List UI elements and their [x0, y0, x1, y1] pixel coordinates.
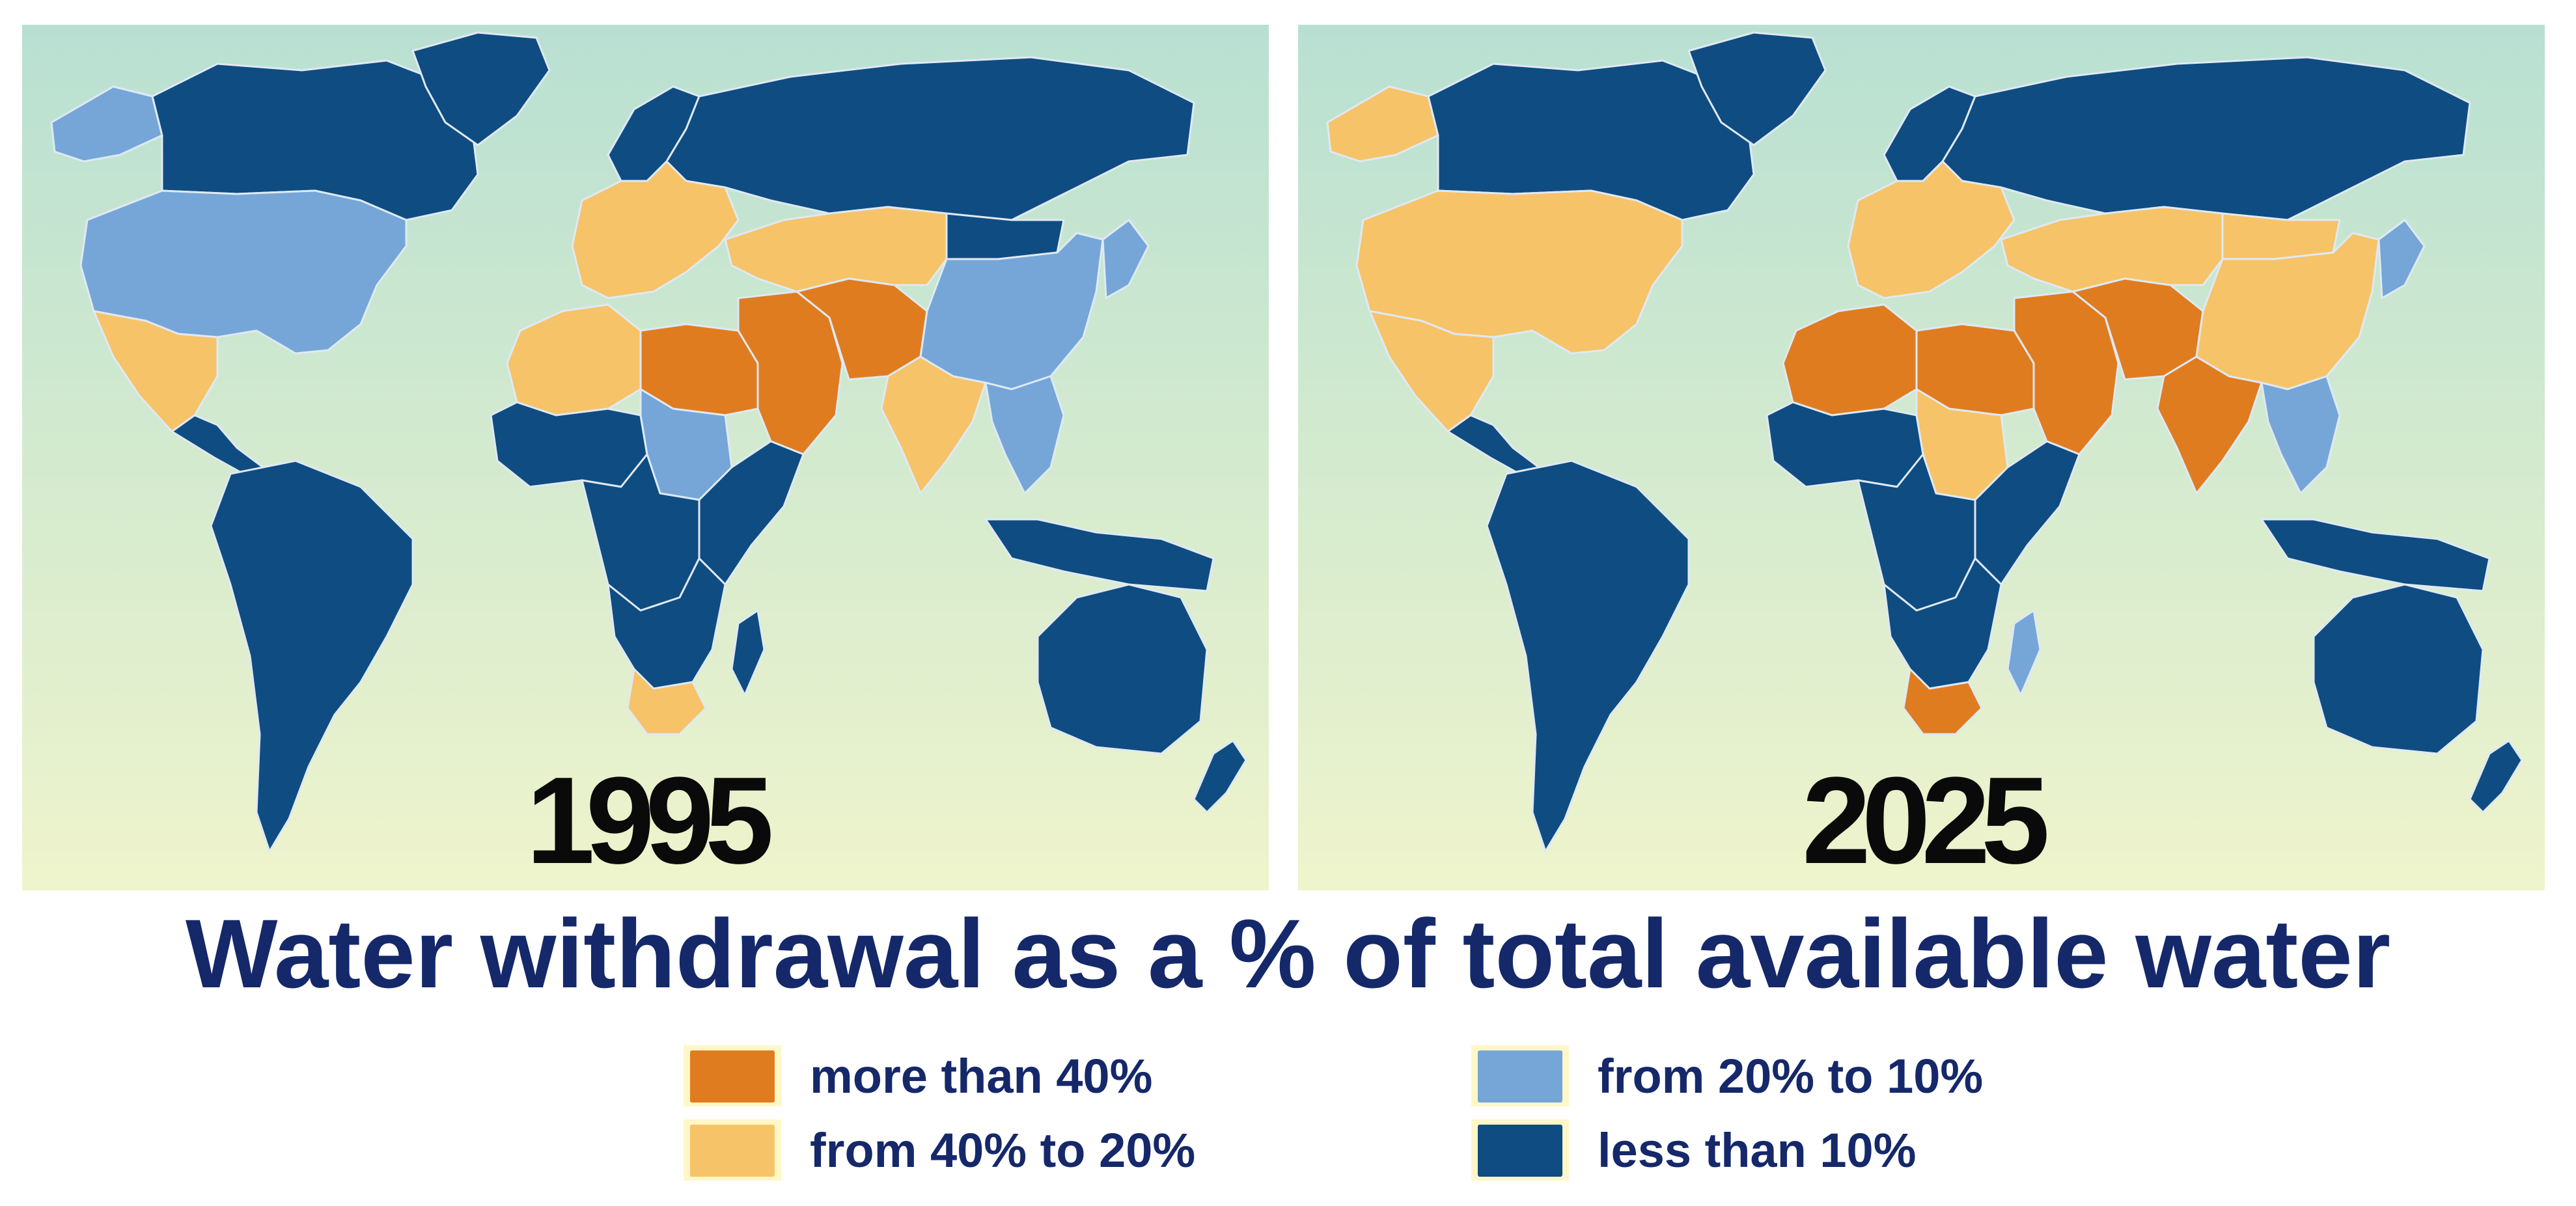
region-china [2195, 232, 2380, 391]
region-alaska [50, 85, 163, 163]
region-madagascar [730, 609, 766, 696]
region-central-america [171, 414, 264, 475]
region-korea-japan [2377, 219, 2426, 299]
legend-swatch [1471, 1045, 1569, 1106]
region-south-africa [626, 668, 707, 735]
region-australia [2312, 583, 2484, 755]
region-new-zealand [1193, 739, 1247, 814]
legend-item-less-than-10: less than 10% [1471, 1114, 1916, 1186]
region-greenland [1687, 31, 1827, 146]
region-south-america [1486, 459, 1690, 853]
legend-label: from 40% to 20% [810, 1123, 1196, 1177]
legend-label: from 20% to 10% [1598, 1048, 1984, 1103]
region-korea-japan [1101, 219, 1150, 299]
chart-title: Water withdrawal as a % of total availab… [185, 899, 2391, 1008]
world-map [22, 25, 1269, 890]
region-southern-africa [607, 557, 727, 690]
region-australia [1036, 583, 1208, 755]
region-central-america [1447, 414, 1540, 475]
region-central-asia [724, 206, 948, 293]
legend-swatch [684, 1119, 781, 1181]
legend-swatch [1471, 1119, 1569, 1181]
region-europe [1847, 160, 2015, 299]
region-south-africa [1902, 668, 1983, 735]
region-mongolia [945, 212, 1065, 260]
region-greenland [411, 31, 551, 146]
legend-label: less than 10% [1598, 1123, 1917, 1177]
region-west-africa [490, 401, 648, 488]
region-southeast-asia [2260, 375, 2341, 495]
map-year-label: 2025 [1802, 752, 2050, 890]
region-south-america [210, 459, 414, 853]
region-indonesia [984, 518, 1215, 592]
region-north-africa-west [1782, 303, 1918, 417]
legend-item-from-20-to-10: from 20% to 10% [1471, 1040, 1983, 1112]
region-mexico [92, 310, 219, 433]
map-2025: 2025 [1298, 25, 2545, 890]
region-china [919, 232, 1104, 391]
map-1995: 1995 [22, 25, 1269, 890]
region-west-africa [1766, 401, 1924, 488]
region-mexico [1368, 310, 1495, 433]
region-mongolia [2221, 212, 2341, 260]
legend-item-more-than-40: more than 40% [684, 1040, 1152, 1112]
region-southern-africa [1883, 557, 2002, 690]
legend-item-from-40-to-20: from 40% to 20% [684, 1114, 1195, 1186]
world-map [1298, 25, 2545, 890]
region-europe [571, 160, 740, 299]
region-southeast-asia [984, 375, 1065, 495]
region-north-africa-west [506, 303, 642, 417]
region-alaska [1326, 85, 1439, 163]
region-new-zealand [2469, 739, 2523, 814]
region-madagascar [2006, 609, 2042, 696]
legend-label: more than 40% [810, 1048, 1153, 1103]
region-central-asia [2000, 206, 2224, 293]
region-indonesia [2260, 518, 2491, 592]
map-year-label: 1995 [526, 752, 774, 890]
legend-swatch [684, 1045, 781, 1106]
